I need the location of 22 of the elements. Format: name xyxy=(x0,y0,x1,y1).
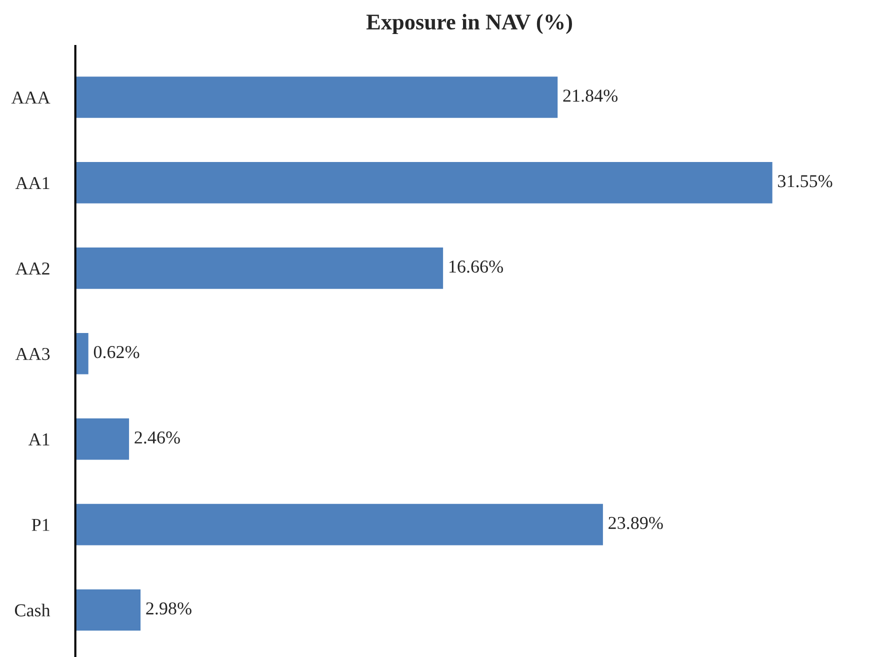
bar xyxy=(75,502,604,547)
bar xyxy=(75,417,130,462)
data-label: 2.98% xyxy=(146,602,192,615)
bar xyxy=(75,246,444,290)
bar xyxy=(75,75,559,120)
y-tick-label: AA1 xyxy=(15,177,50,189)
bar xyxy=(75,160,774,205)
y-tick-label: AA3 xyxy=(15,348,50,360)
y-tick-label: Cash xyxy=(14,604,50,616)
bar xyxy=(75,332,90,376)
y-tick-label: P1 xyxy=(32,518,50,531)
data-label: 0.62% xyxy=(94,346,140,358)
y-tick-label: A1 xyxy=(28,433,50,446)
data-label: 2.46% xyxy=(134,431,180,444)
data-label: 31.55% xyxy=(778,175,832,188)
y-tick-label: AA2 xyxy=(15,262,50,274)
data-label: 21.84% xyxy=(563,90,618,102)
data-label: 23.89% xyxy=(608,516,663,530)
chart-title: Exposure in NAV (%) xyxy=(366,14,572,34)
data-label: 16.66% xyxy=(450,260,503,273)
bar xyxy=(75,588,142,632)
y-tick-label: AAA xyxy=(11,92,50,104)
